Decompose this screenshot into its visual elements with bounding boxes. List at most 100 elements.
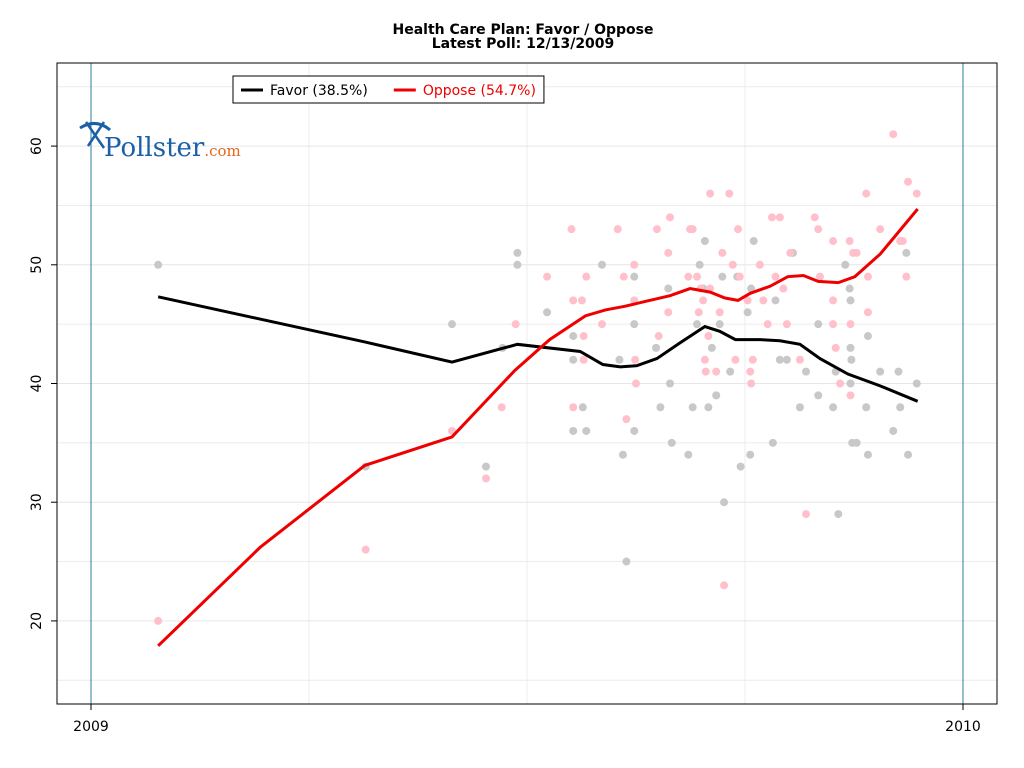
poll-point (845, 284, 854, 293)
poll-point (829, 403, 838, 412)
poll-point (852, 248, 861, 257)
poll-point (829, 296, 838, 305)
poll-point (786, 248, 795, 257)
poll-point (902, 248, 911, 257)
poll-point (667, 438, 676, 447)
poll-point (712, 367, 721, 376)
poll-point (747, 379, 756, 388)
poll-point (701, 367, 710, 376)
poll-point (912, 379, 921, 388)
poll-point (688, 403, 697, 412)
poll-point (896, 403, 905, 412)
poll-point (513, 248, 522, 257)
poll-point (582, 272, 591, 281)
poll-point (889, 426, 898, 435)
poll-point (862, 403, 871, 412)
y-tick-label: 30 (29, 493, 45, 511)
poll-point (715, 308, 724, 317)
poll-point (513, 260, 522, 269)
plot-area: 2009 2010 20 30 40 50 60 (29, 62, 998, 735)
poll-point (912, 189, 921, 198)
poll-point (482, 474, 491, 483)
legend-box (232, 75, 545, 104)
poll-point (654, 332, 663, 341)
poll-point (829, 320, 838, 329)
poll-point (569, 355, 578, 364)
x-tick-label: 2010 (945, 719, 981, 735)
poll-point (630, 260, 639, 269)
poll-point (622, 415, 631, 424)
poll-point (543, 308, 552, 317)
poll-point (707, 343, 716, 352)
y-tick-label: 50 (29, 256, 45, 274)
poll-point (876, 367, 885, 376)
poll-point (720, 498, 729, 507)
y-tick-label: 20 (29, 612, 45, 630)
poll-point (652, 343, 661, 352)
poll-point (728, 260, 737, 269)
poll-point (862, 189, 871, 198)
poll-point (693, 272, 702, 281)
poll-point (569, 296, 578, 305)
logo-suffix: .com (204, 142, 240, 160)
poll-point (771, 296, 780, 305)
trend-line (157, 208, 919, 647)
poll-point (631, 355, 640, 364)
poll-point (743, 296, 752, 305)
poll-point (725, 189, 734, 198)
poll-point (795, 403, 804, 412)
poll-point (845, 237, 854, 246)
poll-point (782, 355, 791, 364)
poll-point (759, 296, 768, 305)
poll-point (448, 320, 457, 329)
poll-point (814, 391, 823, 400)
poll-point (618, 450, 627, 459)
poll-point (652, 225, 661, 234)
poll-point (898, 237, 907, 246)
poll-point (630, 272, 639, 281)
poll-point (361, 545, 370, 554)
poll-point (154, 260, 163, 269)
poll-point (706, 189, 715, 198)
legend-label: Oppose (54.7%) (423, 83, 536, 99)
poll-point (615, 355, 624, 364)
poll-point (814, 225, 823, 234)
poll-point (622, 557, 631, 566)
poll-point (630, 320, 639, 329)
poll-point (597, 260, 606, 269)
poll-point (699, 296, 708, 305)
poll-point (154, 616, 163, 625)
poll-point (613, 225, 622, 234)
logo-name: Pollster (104, 133, 205, 163)
poll-point (846, 391, 855, 400)
poll-point (846, 379, 855, 388)
poll-point (889, 130, 898, 139)
poll-point (482, 462, 491, 471)
poll-point (831, 343, 840, 352)
poll-point (718, 248, 727, 257)
poll-point (619, 272, 628, 281)
poll-point (746, 367, 755, 376)
poll-point (511, 320, 520, 329)
poll-point (755, 260, 764, 269)
poll-point (577, 296, 586, 305)
chart-subtitle: Latest Poll: 12/13/2009 (432, 36, 615, 52)
poll-point (688, 225, 697, 234)
poll-point (684, 272, 693, 281)
poll-point (846, 320, 855, 329)
y-tick-label: 60 (29, 137, 45, 155)
poll-point (597, 320, 606, 329)
poll-point (578, 403, 587, 412)
poll-point (802, 510, 811, 519)
poll-point (902, 272, 911, 281)
poll-point (664, 248, 673, 257)
poll-point (704, 403, 713, 412)
poll-point (700, 237, 709, 246)
poll-point (734, 225, 743, 234)
poll-point (666, 213, 675, 222)
poll-point (720, 581, 729, 590)
plot-frame (56, 62, 998, 705)
poll-point (810, 213, 819, 222)
poll-point (814, 320, 823, 329)
